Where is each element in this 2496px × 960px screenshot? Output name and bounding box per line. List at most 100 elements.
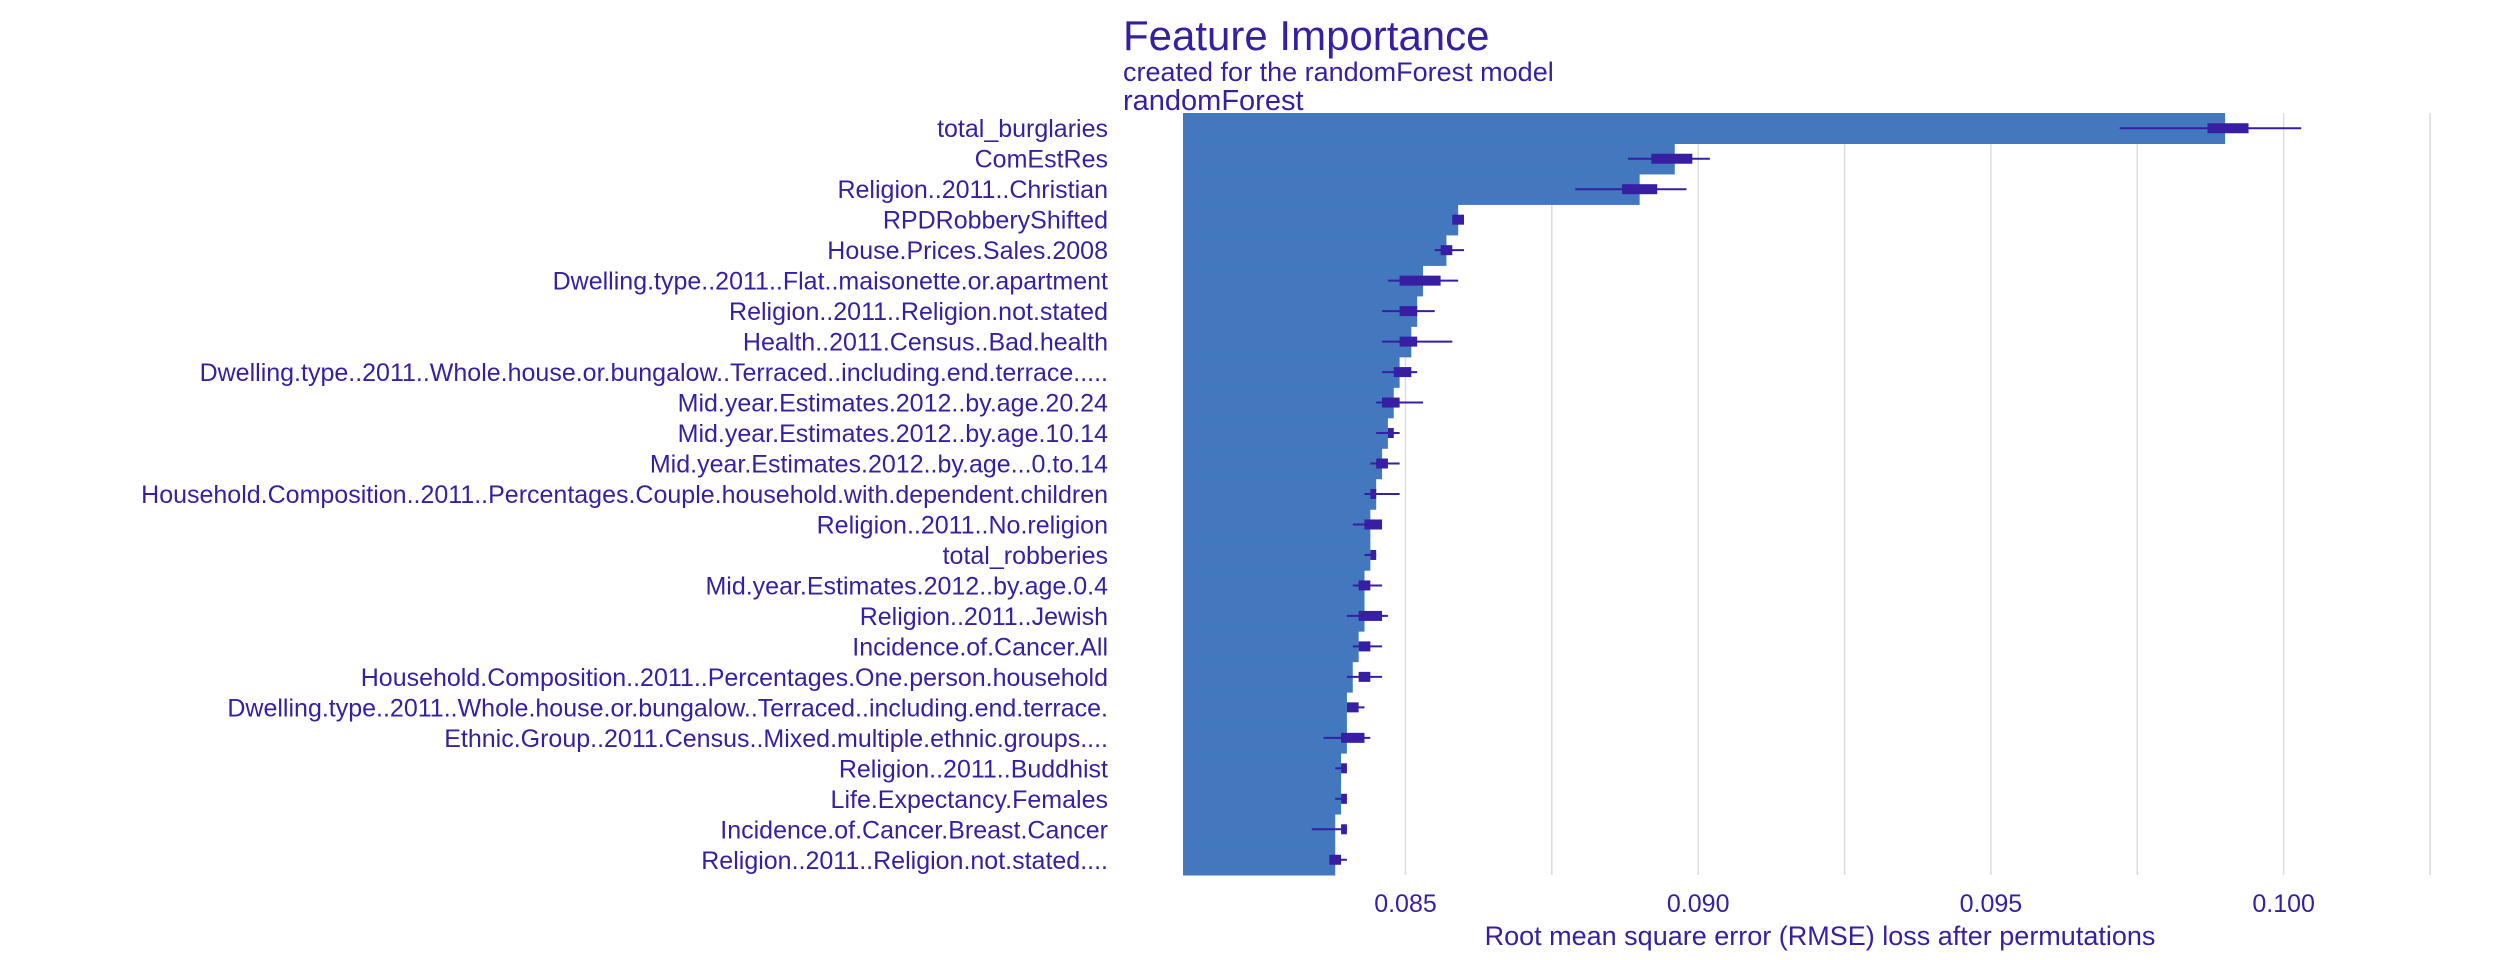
category-label: Dwelling.type..2011..Flat..maisonette.or… [553, 268, 1108, 296]
bar [1183, 356, 1400, 388]
bar [1183, 600, 1365, 632]
box [1370, 549, 1377, 560]
category-label: total_burglaries [937, 115, 1108, 143]
category-label: Incidence.of.Cancer.Breast.Cancer [720, 816, 1108, 844]
category-label: Mid.year.Estimates.2012..by.age.0.4 [705, 572, 1108, 600]
category-label: House.Prices.Sales.2008 [827, 237, 1108, 265]
category-label: Mid.year.Estimates.2012..by.age.10.14 [678, 420, 1108, 448]
box [1341, 793, 1347, 804]
boxplot [1335, 763, 1347, 774]
category-label: Mid.year.Estimates.2012..by.age...0.to.1… [650, 451, 1108, 479]
bar [1183, 234, 1447, 266]
category-label: Mid.year.Estimates.2012..by.age.20.24 [678, 390, 1108, 418]
bar [1183, 478, 1377, 510]
category-label: Religion..2011..No.religion [817, 511, 1108, 539]
boxplot [1575, 184, 1687, 195]
x-tick-label: 0.090 [1667, 890, 1730, 918]
category-label: RPDRobberyShifted [883, 207, 1108, 235]
category-label: Household.Composition..2011..Percentages… [361, 664, 1108, 692]
category-label: Religion..2011..Buddhist [839, 755, 1108, 783]
category-label: Ethnic.Group..2011.Census..Mixed.multipl… [444, 725, 1108, 753]
box [1358, 610, 1383, 621]
x-tick-label: 0.095 [1960, 890, 2023, 918]
category-label: Religion..2011..Religion.not.stated [729, 298, 1108, 326]
category-label: Household.Composition..2011..Percentages… [141, 481, 1108, 509]
box [1440, 245, 1453, 256]
box [1358, 671, 1371, 682]
category-label: Religion..2011..Religion.not.stated.... [701, 847, 1108, 875]
category-label: Dwelling.type..2011..Whole.house.or.bung… [227, 694, 1108, 722]
box [1346, 702, 1359, 713]
boxplot [2119, 123, 2302, 134]
boxplot [1311, 824, 1347, 835]
box [2207, 123, 2249, 134]
bars [1183, 113, 2226, 876]
bar [1183, 753, 1342, 785]
bar [1183, 844, 1336, 876]
category-label: Health..2011.Census..Bad.health [743, 329, 1108, 357]
category-label: Religion..2011..Christian [837, 176, 1108, 204]
bar [1183, 631, 1359, 663]
bar [1183, 113, 2226, 144]
category-label: Dwelling.type..2011..Whole.house.or.bung… [200, 359, 1108, 387]
bar [1183, 570, 1365, 602]
boxplot [1364, 489, 1400, 499]
box [1399, 275, 1441, 286]
boxplot [1382, 306, 1435, 317]
bar [1183, 143, 1675, 175]
x-tick-labels: 0.085 0.090 0.095 0.100 [1374, 890, 2315, 918]
boxplot [1352, 519, 1383, 530]
panel-label: randomForest [1123, 85, 1304, 117]
boxplot [1434, 245, 1465, 256]
box [1651, 153, 1693, 164]
category-label: total_robberies [943, 542, 1108, 570]
box [1341, 732, 1365, 743]
boxplot [1352, 580, 1383, 591]
boxplot [1346, 610, 1388, 621]
box [1622, 184, 1658, 195]
box [1387, 428, 1394, 439]
boxplot [1452, 214, 1465, 225]
boxplot [1382, 367, 1418, 378]
bar [1183, 783, 1342, 815]
box [1370, 489, 1377, 499]
category-label: ComEstRes [975, 146, 1108, 174]
x-tick-label: 0.085 [1374, 890, 1437, 918]
box [1329, 854, 1342, 865]
box [1452, 214, 1465, 225]
bar [1183, 265, 1424, 297]
bar [1183, 692, 1347, 724]
chart-subtitle: created for the randomForest model [1123, 57, 1554, 87]
bar [1183, 204, 1459, 236]
category-label: Religion..2011..Jewish [860, 603, 1108, 631]
box [1399, 336, 1418, 347]
bar [1183, 722, 1347, 754]
bar [1183, 509, 1371, 541]
x-tick-label: 0.100 [2252, 890, 2315, 918]
boxplots [1311, 123, 2302, 865]
box [1341, 763, 1347, 774]
box [1358, 641, 1371, 652]
category-label: Incidence.of.Cancer.All [852, 633, 1108, 661]
bar [1183, 539, 1371, 571]
box [1399, 306, 1418, 317]
bar [1183, 387, 1394, 419]
chart-title: Feature Importance [1123, 12, 1490, 59]
boxplot [1387, 275, 1459, 286]
bar [1183, 448, 1383, 480]
box [1393, 367, 1412, 378]
boxplot [1627, 153, 1710, 164]
category-label: Life.Expectancy.Females [831, 786, 1108, 814]
boxplot [1323, 732, 1371, 743]
bar [1183, 814, 1336, 846]
boxplot [1376, 428, 1400, 439]
bar [1183, 173, 1640, 205]
bar [1183, 326, 1412, 358]
box [1376, 458, 1388, 469]
category-labels: total_burglariesComEstResReligion..2011.… [141, 115, 1108, 875]
boxplot [1376, 397, 1424, 408]
box [1364, 519, 1383, 530]
boxplot [1370, 458, 1400, 469]
x-axis-label: Root mean square error (RMSE) loss after… [1485, 921, 2156, 951]
